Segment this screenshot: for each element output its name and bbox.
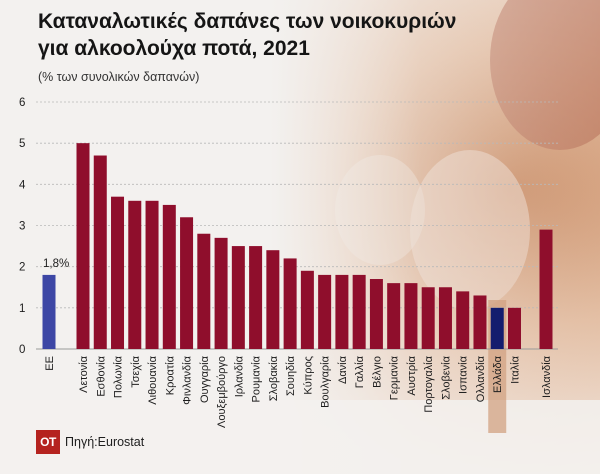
x-tick-label: Σουηδία <box>285 355 297 396</box>
x-tick-label: ΕΕ <box>44 356 56 371</box>
bar-23 <box>456 291 470 349</box>
y-tick-label: 1 <box>19 303 25 315</box>
x-tick-label: Τσεχία <box>130 355 142 387</box>
x-tick-label: Δανία <box>337 355 349 384</box>
y-tick-label: 4 <box>19 179 26 191</box>
x-tick-label: Πολωνία <box>113 355 125 398</box>
x-tick-label: Γαλλία <box>354 355 366 388</box>
x-axis-ticks: ΕΕ Λετονία Εσθονία Πολωνία Τσεχία Λιθουανία Κρ… <box>44 355 553 428</box>
x-tick-label: Ρουμανία <box>251 355 263 402</box>
x-tick-label: Ισπανία <box>458 355 470 394</box>
x-tick-label: Πορτογαλία <box>423 355 435 412</box>
x-tick-label: Ισλανδία <box>541 355 553 398</box>
bars <box>42 143 553 349</box>
x-tick-label: Λετονία <box>78 355 90 393</box>
bar-20 <box>404 283 418 349</box>
units-label: (% των συνολικών δαπανών) <box>38 70 200 84</box>
x-tick-label: Σλοβενία <box>440 355 452 399</box>
bar-18 <box>369 279 383 349</box>
x-tick-label: Κύπρος <box>302 356 314 395</box>
bar-24 <box>473 295 487 349</box>
title-line-2: για αλκοολούχα ποτά, 2021 <box>38 37 310 60</box>
bar-22 <box>438 287 452 349</box>
x-tick-label: Ολλανδία <box>475 355 487 402</box>
y-tick-label: 6 <box>19 97 25 109</box>
data-label: 1,8% <box>43 258 69 270</box>
bar-11 <box>249 246 263 349</box>
y-axis-ticks: 0 1 2 3 4 5 6 <box>19 97 26 356</box>
bar-0 <box>42 274 56 349</box>
bar-4 <box>128 200 142 349</box>
x-tick-label: Γερμανία <box>389 355 401 400</box>
bar-1 <box>76 143 90 349</box>
x-tick-label: Αυστρία <box>406 355 418 395</box>
x-tick-label: Εσθονία <box>95 355 107 396</box>
footer: OT Πηγή:Eurostat <box>36 430 144 454</box>
bar-8 <box>197 233 211 349</box>
x-tick-label: Φινλανδία <box>182 355 194 404</box>
chart-title: Καταναλωτικές δαπάνες των νοικοκυριών γι… <box>38 8 558 62</box>
x-tick-label: Βουλγαρία <box>320 355 332 408</box>
x-tick-label: Κροατία <box>164 355 176 395</box>
bar-12 <box>266 250 280 349</box>
x-tick-label: Λουξεμβούργο <box>216 356 228 428</box>
x-tick-label: Λιθουανία <box>147 355 159 404</box>
x-tick-label: Ιρλανδία <box>233 355 245 397</box>
bar-27 <box>539 229 553 349</box>
x-tick-label: Ελλάδα <box>492 355 504 393</box>
title-line-1: Καταναλωτικές δαπάνες των νοικοκυριών <box>38 10 457 33</box>
bar-15 <box>318 274 332 349</box>
ot-logo: OT <box>36 430 60 454</box>
bar-7 <box>180 217 194 349</box>
y-tick-label: 5 <box>19 138 25 150</box>
bar-17 <box>352 274 366 349</box>
y-tick-label: 2 <box>19 262 25 274</box>
bar-5 <box>145 200 159 349</box>
y-tick-label: 3 <box>19 221 25 233</box>
source-label: Πηγή:Eurostat <box>65 435 145 449</box>
bar-10 <box>231 246 245 349</box>
data-labels: 1,8% <box>43 258 69 270</box>
x-tick-label: Σλοβακία <box>268 355 280 401</box>
bar-6 <box>162 204 176 349</box>
bar-14 <box>300 270 314 349</box>
bar-19 <box>387 283 401 349</box>
bar-3 <box>111 196 125 349</box>
y-tick-label: 0 <box>19 344 25 356</box>
bar-9 <box>214 237 228 349</box>
bar-13 <box>283 258 297 349</box>
x-tick-label: Ουγγαρία <box>199 355 211 403</box>
bar-16 <box>335 274 349 349</box>
x-tick-label: Ιταλία <box>510 355 522 384</box>
bar-2 <box>93 155 107 349</box>
bar-26 <box>508 307 521 349</box>
bar-21 <box>421 287 435 349</box>
x-tick-label: Βέλγιο <box>371 356 383 388</box>
bar-25 <box>490 307 504 349</box>
